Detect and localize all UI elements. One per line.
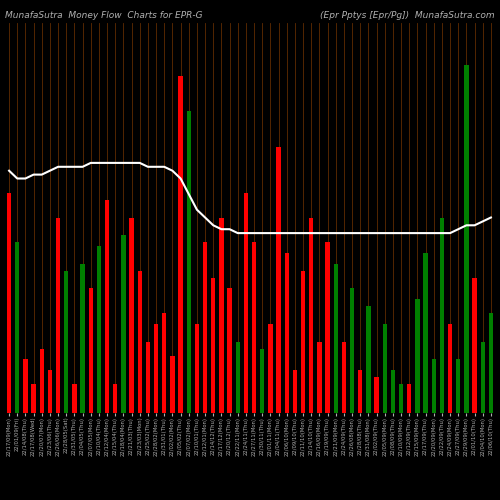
- Bar: [488, 313, 493, 412]
- Bar: [276, 146, 281, 412]
- Bar: [194, 324, 199, 412]
- Bar: [456, 360, 460, 412]
- Bar: [236, 342, 240, 412]
- Bar: [146, 342, 150, 412]
- Bar: [96, 246, 101, 412]
- Bar: [260, 348, 264, 412]
- Bar: [162, 313, 166, 412]
- Bar: [301, 270, 306, 412]
- Bar: [113, 384, 117, 412]
- Bar: [121, 235, 126, 412]
- Bar: [374, 377, 379, 412]
- Text: (Epr Pptys [Epr/Pg])  MunafaSutra.com: (Epr Pptys [Epr/Pg]) MunafaSutra.com: [320, 11, 495, 20]
- Bar: [48, 370, 52, 412]
- Bar: [252, 242, 256, 412]
- Bar: [424, 253, 428, 412]
- Bar: [358, 370, 362, 412]
- Bar: [32, 384, 36, 412]
- Bar: [170, 356, 174, 412]
- Bar: [399, 384, 404, 412]
- Bar: [440, 218, 444, 412]
- Bar: [105, 200, 110, 412]
- Bar: [317, 342, 322, 412]
- Bar: [326, 242, 330, 412]
- Bar: [292, 370, 297, 412]
- Bar: [382, 324, 387, 412]
- Bar: [342, 342, 346, 412]
- Bar: [80, 264, 85, 412]
- Bar: [448, 324, 452, 412]
- Bar: [72, 384, 76, 412]
- Bar: [334, 264, 338, 412]
- Bar: [138, 270, 142, 412]
- Bar: [472, 278, 477, 412]
- Bar: [186, 111, 191, 412]
- Bar: [203, 242, 207, 412]
- Bar: [415, 299, 420, 412]
- Bar: [211, 278, 216, 412]
- Bar: [56, 218, 60, 412]
- Bar: [407, 384, 412, 412]
- Bar: [7, 192, 12, 412]
- Bar: [64, 270, 68, 412]
- Bar: [366, 306, 370, 412]
- Bar: [130, 218, 134, 412]
- Bar: [480, 342, 485, 412]
- Text: MunafaSutra  Money Flow  Charts for EPR-G: MunafaSutra Money Flow Charts for EPR-G: [5, 11, 202, 20]
- Bar: [390, 370, 395, 412]
- Bar: [40, 348, 44, 412]
- Bar: [309, 218, 314, 412]
- Bar: [350, 288, 354, 412]
- Bar: [244, 192, 248, 412]
- Bar: [88, 288, 93, 412]
- Bar: [268, 324, 272, 412]
- Bar: [178, 76, 183, 412]
- Bar: [23, 360, 28, 412]
- Bar: [219, 218, 224, 412]
- Bar: [284, 253, 289, 412]
- Bar: [154, 324, 158, 412]
- Bar: [15, 242, 20, 412]
- Bar: [464, 65, 468, 412]
- Bar: [228, 288, 232, 412]
- Bar: [432, 360, 436, 412]
